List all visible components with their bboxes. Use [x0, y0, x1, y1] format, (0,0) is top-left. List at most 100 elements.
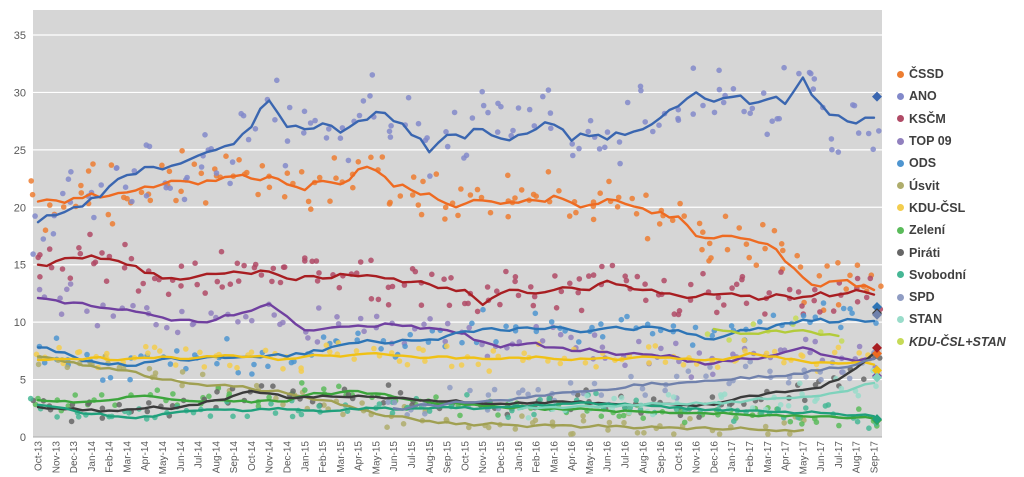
legend-label: SPD [909, 290, 935, 305]
result-diamond-ANO [872, 91, 882, 102]
x-tick-label: May-15 [371, 441, 382, 475]
legend-label: KDU-ČSL+STAN [909, 334, 1006, 349]
legend-label: ODS [909, 156, 937, 171]
legend-item-ANO: ANO [897, 85, 1023, 107]
scatter-KDU-ČSL [33, 337, 873, 375]
legend-item-ODS: ODS [897, 152, 1023, 174]
x-tick-label: Aug-16 [638, 441, 649, 474]
y-tick-label: 10 [14, 317, 26, 329]
x-tick-label: Oct-15 [460, 441, 471, 471]
scatter-STAN [507, 367, 879, 421]
legend-item-Zelení: Zelení [897, 219, 1023, 241]
result-diamond-ODS [872, 301, 882, 312]
legend-dot-icon [897, 249, 904, 257]
legend-dot-icon [897, 137, 904, 145]
legend-item-SPD: SPD [897, 286, 1023, 308]
legend-dot-icon [897, 115, 904, 123]
legend-label: Svobodní [909, 267, 966, 282]
legend-dot-icon [897, 182, 904, 190]
x-tick-label: Apr-15 [354, 441, 365, 471]
x-tick-label: Jun-15 [389, 441, 400, 472]
x-tick-label: Dec-13 [69, 441, 80, 474]
legend-item-KSČM: KSČM [897, 108, 1023, 130]
trend-line-STAN [517, 381, 876, 411]
x-tick-label: Dec-15 [496, 441, 507, 474]
legend-dot-icon [897, 70, 904, 78]
y-tick-label: 0 [20, 432, 26, 444]
legend-dot-icon [897, 226, 904, 234]
x-tick-label: Apr-14 [140, 441, 151, 471]
x-tick-label: Feb-14 [105, 441, 116, 473]
y-tick-label: 30 [14, 87, 26, 99]
x-tick-label: Jun-17 [816, 441, 827, 472]
x-tick-label: Sep-14 [229, 441, 240, 474]
x-tick-label: Aug-14 [211, 441, 222, 474]
trend-line-ČSSD [36, 165, 876, 292]
x-tick-label: Nov-13 [51, 441, 62, 474]
x-tick-label: Jul-17 [834, 441, 845, 469]
legend-label: Úsvit [909, 178, 940, 193]
x-tick-label: Feb-17 [745, 441, 756, 473]
legend-label: KSČM [909, 111, 946, 126]
x-tick-label: Dec-14 [283, 441, 294, 474]
x-tick-label: Aug-17 [852, 441, 863, 474]
y-tick-label: 25 [14, 145, 26, 157]
x-tick-label: Jan-15 [300, 441, 311, 472]
trend-line-Úsvit [36, 355, 805, 433]
x-tick-label: Nov-14 [265, 441, 276, 474]
result-diamond-KSČM [872, 342, 882, 353]
y-tick-label: 5 [20, 375, 26, 387]
x-axis-labels: Oct-13 Nov-13 Dec-13 Jan-14 Feb-14 Mar-14 Apr-… [34, 441, 881, 475]
legend-item-STAN: STAN [897, 308, 1023, 330]
legend-item-Svobodní: Svobodní [897, 264, 1023, 286]
x-tick-label: Oct-14 [247, 441, 258, 471]
trend-line-KSČM [36, 254, 876, 307]
legend-label: Piráti [909, 245, 941, 260]
x-tick-label: May-16 [585, 441, 596, 475]
y-tick-label: 35 [14, 30, 26, 42]
y-tick-label: 15 [14, 260, 26, 272]
legend-dot-icon [897, 92, 904, 100]
x-tick-label: Aug-15 [425, 441, 436, 474]
x-tick-label: Apr-16 [567, 441, 578, 471]
legend-item-ČSSD: ČSSD [897, 63, 1023, 85]
legend-item-Úsvit: Úsvit [897, 174, 1023, 196]
plot-area [33, 10, 882, 437]
legend-dot-icon [897, 159, 904, 167]
legend-dot-icon [897, 315, 904, 323]
x-tick-label: Jan-17 [727, 441, 738, 472]
x-tick-label: Mar-15 [336, 441, 347, 473]
x-tick-label: May-17 [798, 441, 809, 475]
x-tick-label: Oct-13 [34, 441, 45, 471]
legend-dot-icon [897, 338, 904, 346]
x-tick-label: Nov-16 [692, 441, 703, 474]
chart-legend: ČSSD ANO KSČM TOP 09 ODS Úsvit KDU-ČSL Zelení Pi… [897, 63, 1023, 353]
x-tick-label: Nov-15 [478, 441, 489, 474]
x-tick-label: Mar-17 [763, 441, 774, 473]
legend-label: ANO [909, 89, 937, 104]
x-tick-label: Mar-16 [549, 441, 560, 473]
result-diamond-ČSSD [872, 348, 882, 359]
legend-dot-icon [897, 271, 904, 279]
x-tick-label: Oct-16 [674, 441, 685, 471]
legend-item-Piráti: Piráti [897, 241, 1023, 263]
x-tick-label: Jul-15 [407, 441, 418, 469]
x-tick-label: Sep-17 [870, 441, 881, 474]
x-tick-label: Jul-14 [194, 441, 205, 469]
legend-dot-icon [897, 293, 904, 301]
trend-line-SPD [392, 357, 876, 411]
trend-line-Piráti [36, 352, 876, 413]
trend-line-KDU-ČSL+STAN [712, 327, 840, 338]
x-tick-label: Jan-14 [87, 441, 98, 472]
x-tick-label: Mar-14 [122, 441, 133, 473]
trend-line-ANO [36, 76, 876, 224]
y-tick-label: 20 [14, 202, 26, 214]
x-tick-label: Apr-17 [781, 441, 792, 471]
legend-label: KDU-ČSL [909, 200, 966, 215]
legend-item-KDU-ČSL+STAN: KDU-ČSL+STAN [897, 331, 1023, 353]
gridlines [33, 34, 882, 381]
legend-label: TOP 09 [909, 134, 952, 149]
x-tick-label: Sep-16 [656, 441, 667, 474]
trend-line-Svobodní [36, 401, 876, 420]
